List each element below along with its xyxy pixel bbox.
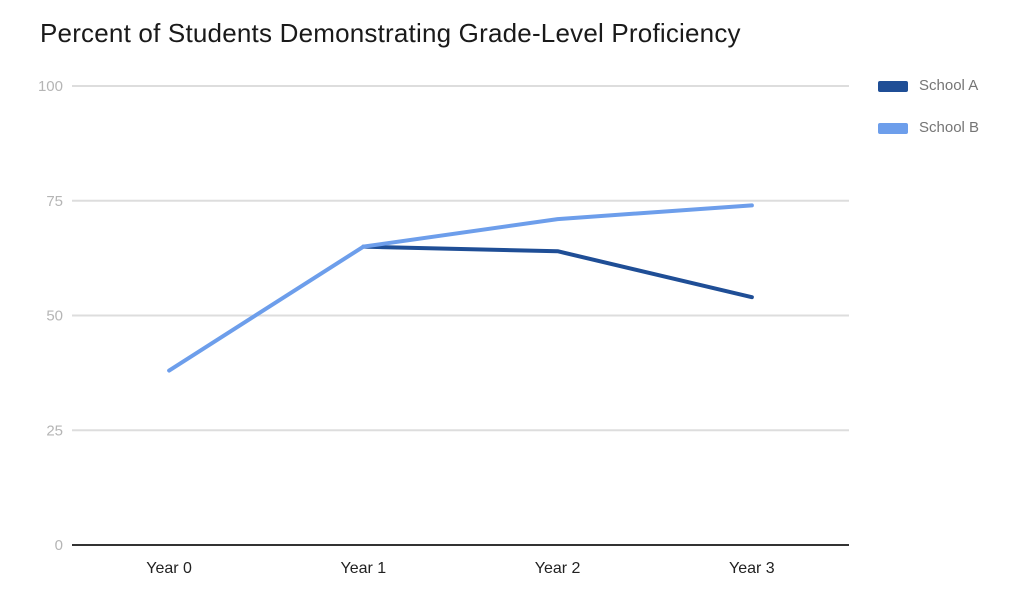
y-tick-label: 50 xyxy=(46,308,63,325)
legend-item-school-b: School B xyxy=(878,120,979,136)
legend: School A School B xyxy=(878,78,979,136)
x-tick-label: Year 3 xyxy=(729,560,775,577)
legend-label: School B xyxy=(919,119,980,136)
y-tick-label: 100 xyxy=(38,78,63,95)
x-tick-label: Year 0 xyxy=(146,560,192,577)
chart-title: Percent of Students Demonstrating Grade-… xyxy=(40,18,741,48)
legend-label: School A xyxy=(919,77,979,94)
legend-item-school-a: School A xyxy=(878,78,979,94)
y-tick-label: 75 xyxy=(46,193,63,210)
legend-swatch-school-a-icon xyxy=(878,80,908,92)
x-tick-label: Year 1 xyxy=(341,560,387,577)
y-tick-label: 0 xyxy=(55,537,63,554)
series-line-school-b xyxy=(167,203,754,373)
x-tick-label: Year 2 xyxy=(535,560,581,577)
y-tick-label: 25 xyxy=(46,422,63,439)
legend-swatch-school-b-icon xyxy=(878,122,908,134)
series-line-school-a xyxy=(361,244,754,300)
